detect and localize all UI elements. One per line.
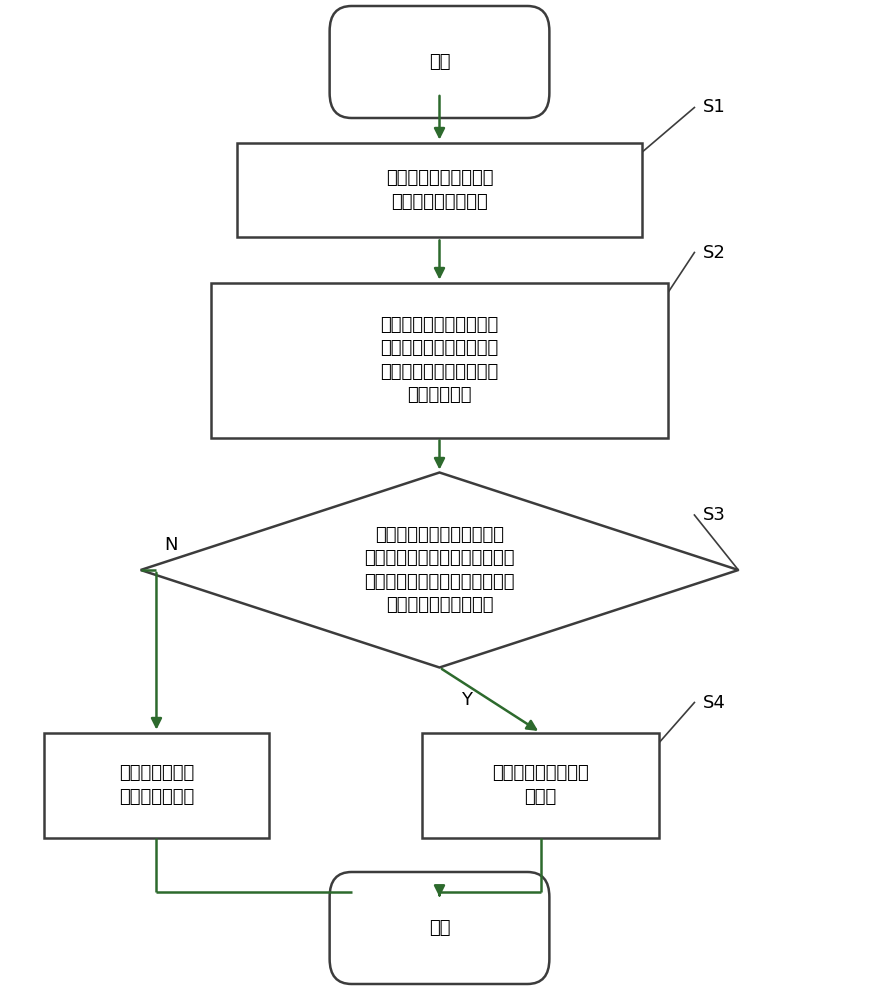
FancyBboxPatch shape [329, 6, 549, 118]
Text: 监测用户账号在预设时
长内的登录请求信息: 监测用户账号在预设时 长内的登录请求信息 [385, 169, 493, 211]
Text: 结束: 结束 [428, 919, 450, 937]
FancyBboxPatch shape [329, 872, 549, 984]
FancyBboxPatch shape [421, 732, 658, 838]
Text: S4: S4 [702, 694, 725, 712]
FancyBboxPatch shape [237, 142, 641, 237]
Text: 判定所述用户账号使
用外挂: 判定所述用户账号使 用外挂 [492, 764, 588, 806]
Text: Y: Y [461, 691, 472, 709]
FancyBboxPatch shape [211, 282, 667, 438]
Text: 判定所述用户账
号没有使用外挂: 判定所述用户账 号没有使用外挂 [119, 764, 194, 806]
Polygon shape [140, 473, 738, 668]
Text: S2: S2 [702, 243, 725, 261]
Text: N: N [164, 536, 178, 554]
Text: 将所述登录检测数据输入预
先构建的机器学习模型中，判断
所述用户账号在所述预设时长内
是否处于长持登录状态: 将所述登录检测数据输入预 先构建的机器学习模型中，判断 所述用户账号在所述预设时… [363, 526, 515, 614]
Text: S3: S3 [702, 506, 725, 524]
FancyBboxPatch shape [44, 732, 269, 838]
Text: 按照所述预设时长对应的
预设规则，对所述登录请
求信息进行预处理，得到
登录检测数据: 按照所述预设时长对应的 预设规则，对所述登录请 求信息进行预处理，得到 登录检测… [380, 316, 498, 404]
Text: 开始: 开始 [428, 53, 450, 71]
Text: S1: S1 [702, 98, 725, 116]
